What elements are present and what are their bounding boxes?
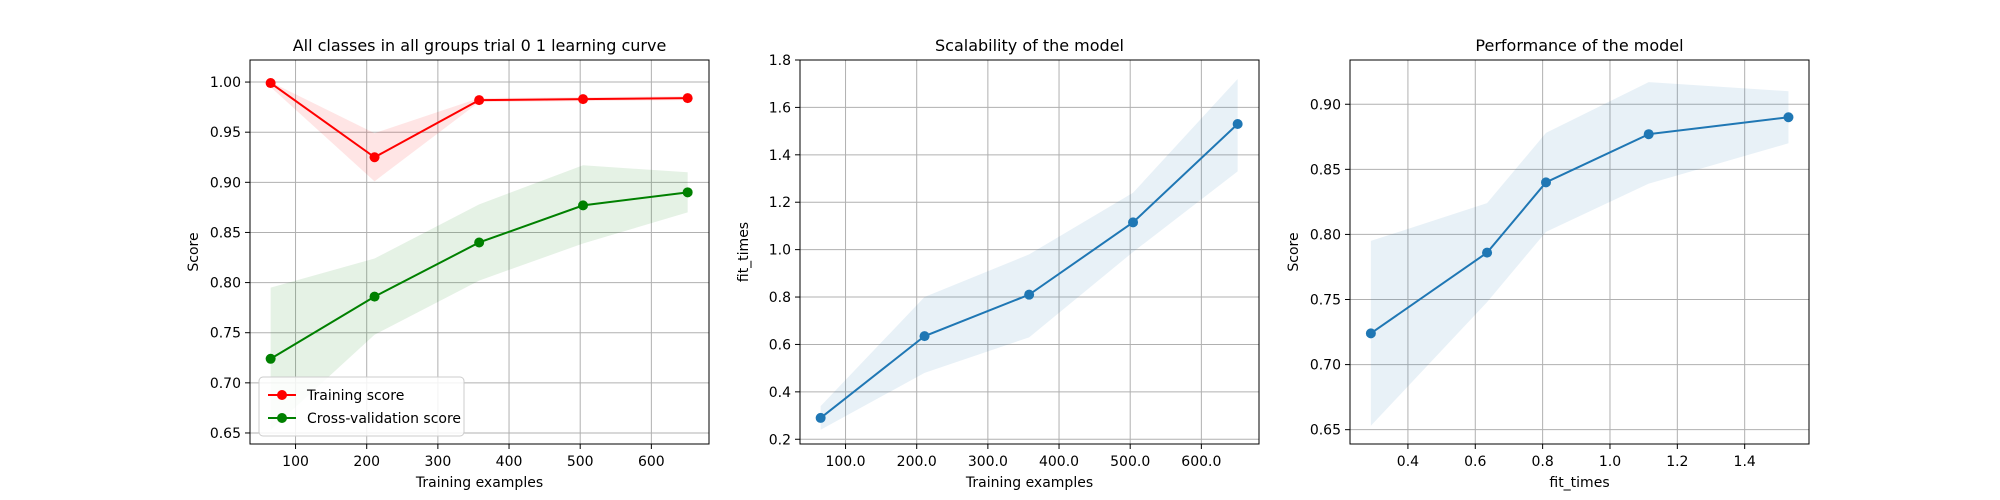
x-tick-label: 600 [638,454,665,470]
x-tick-label: 200.0 [897,454,937,470]
y-tick-label: 0.75 [210,326,241,342]
y-tick-label: 1.6 [769,100,791,116]
y-tick-label: 0.90 [210,175,241,191]
y-tick-label: 1.00 [210,75,241,91]
axes-frame [249,59,710,445]
x-tick-label: 0.8 [1531,454,1553,470]
chart-title: Performance of the model [1475,36,1683,55]
x-tick-label: 300 [425,454,452,470]
data-point [474,237,485,248]
data-point [1540,177,1551,188]
y-tick-label: 0.80 [210,276,241,292]
x-tick-label: 1.0 [1599,454,1621,470]
data-point [369,291,380,302]
y-tick-label: 0.4 [769,385,791,401]
data-point [1232,119,1243,129]
y-tick-label: 1.0 [769,243,791,259]
data-point [265,353,276,364]
x-axis-label: Training examples [965,475,1093,491]
data-point [474,95,485,106]
y-tick-label: 1.4 [769,148,791,164]
legend-box [258,376,465,437]
legend-swatch-marker [277,413,287,423]
chart-title: Scalability of the model [935,36,1124,55]
y-tick-label: 0.70 [210,376,241,392]
data-point [682,93,693,104]
y-tick-label: 0.85 [1310,162,1341,178]
data-point [578,94,589,105]
data-point [919,331,930,342]
x-tick-label: 400.0 [1039,454,1079,470]
confidence-band-1 [820,78,1238,430]
y-tick-label: 0.95 [210,125,241,141]
data-point [1365,328,1376,339]
legend-swatch-marker [277,390,287,400]
data-point [1128,217,1139,228]
x-tick-label: 300.0 [968,454,1008,470]
x-tick-label: 400 [496,454,523,470]
y-tick-label: 0.85 [210,225,241,241]
confidence-band-2 [270,165,688,430]
y-tick-label: 0.65 [210,426,241,442]
data-point [1482,247,1493,258]
axes-frame [1349,59,1810,445]
x-tick-label: 200 [353,454,380,470]
confidence-band-1 [1370,82,1789,426]
data-point [815,412,826,423]
x-tick-label: 1.2 [1666,454,1688,470]
y-tick-label: 0.90 [1310,97,1341,113]
y-tick-label: 0.8 [769,290,791,306]
data-point [369,152,380,163]
y-tick-label: 0.65 [1310,423,1341,439]
x-axis-label: fit_times [1549,475,1609,491]
x-tick-label: 1.4 [1734,454,1756,470]
y-tick-label: 1.8 [769,53,791,69]
data-point [1643,129,1654,140]
x-tick-label: 500.0 [1110,454,1150,470]
x-tick-label: 100.0 [825,454,865,470]
x-tick-label: 500 [567,454,594,470]
y-tick-label: 0.75 [1310,293,1341,309]
y-axis-label: fit_times [736,222,752,282]
y-tick-label: 1.2 [769,195,791,211]
x-tick-label: 0.6 [1464,454,1486,470]
y-tick-label: 0.2 [769,432,791,448]
data-point [1024,289,1035,300]
x-tick-label: 100 [282,454,309,470]
legend-label: Training score [306,388,404,404]
chart-title: All classes in all groups trial 0 1 lear… [293,36,667,55]
y-tick-label: 0.6 [769,337,791,353]
data-point [1783,112,1794,123]
data-point [578,200,589,211]
y-tick-label: 0.80 [1310,227,1341,243]
x-tick-label: 600.0 [1181,454,1221,470]
chart-2: 100.0 200.0 300.0 400.0 500.0 600.0 0.2 0.4 0.6 0… [736,36,1260,491]
y-tick-label: 0.70 [1310,358,1341,374]
y-axis-label: Score [1286,232,1302,271]
chart-1: 100 200 300 400 500 600 0.65 0.70 0.75 0.80 0.85 0.… [186,36,710,491]
legend: Training score Cross-validation score [258,376,465,437]
data-point [682,187,693,198]
x-axis-label: Training examples [415,475,543,491]
x-tick-label: 0.4 [1397,454,1419,470]
axes-frame [799,59,1260,445]
data-point [265,78,276,89]
chart-3: 0.4 0.6 0.8 1.0 1.2 1.4 0.65 0.70 0.75 0.80 0.85 0.… [1286,36,1810,491]
legend-label: Cross-validation score [307,411,461,427]
y-axis-label: Score [186,232,202,271]
